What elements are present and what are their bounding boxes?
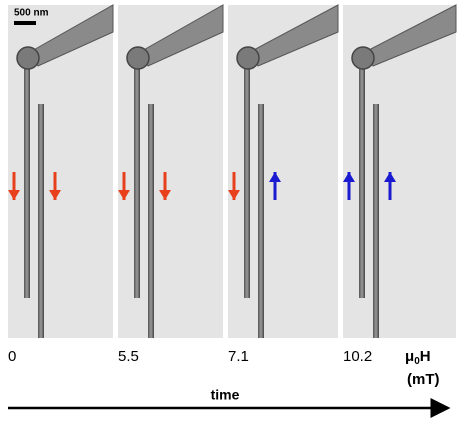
moment-arrow-head: [159, 190, 171, 200]
moment-arrow-head: [118, 190, 130, 200]
panel: 0: [8, 4, 114, 365]
moment-arrow-head: [8, 190, 20, 200]
tip-sphere: [236, 46, 260, 70]
field-value: 7.1: [228, 348, 249, 365]
nanowire-2: [373, 104, 379, 338]
tip-sphere: [16, 46, 40, 70]
field-symbol: μ: [405, 348, 414, 365]
panels: 0 5.5 7.1 10.2 500 nm: [8, 4, 457, 365]
moment-arrow-head: [49, 190, 61, 200]
nanowire-1: [24, 58, 30, 298]
field-main: H: [420, 348, 431, 365]
nanowire-1: [244, 58, 250, 298]
moment-arrow-head: [384, 172, 396, 182]
tip-sphere: [351, 46, 375, 70]
nanowire-1: [134, 58, 140, 298]
tip-sphere: [126, 46, 150, 70]
scale-bar: 500 nm: [14, 8, 49, 25]
panel: 10.2: [343, 4, 457, 365]
nanowire-2: [258, 104, 264, 338]
moment-arrow-head: [228, 190, 240, 200]
scale-bar-label: 500 nm: [14, 8, 49, 19]
time-label: time: [211, 387, 240, 403]
nanowire-2: [38, 104, 44, 338]
field-label: μ0H: [405, 348, 431, 367]
scale-bar-line: [14, 21, 36, 25]
nanowire-2: [148, 104, 154, 338]
field-unit: (mT): [407, 371, 440, 388]
panel: 7.1: [228, 4, 339, 365]
field-value: 5.5: [118, 348, 139, 365]
panel: 5.5: [118, 4, 224, 365]
field-value: 10.2: [343, 348, 372, 365]
field-value: 0: [8, 348, 16, 365]
nanowire-1: [359, 58, 365, 298]
moment-arrow-head: [343, 172, 355, 182]
field-subscript: 0: [414, 356, 420, 367]
moment-arrow-head: [269, 172, 281, 182]
